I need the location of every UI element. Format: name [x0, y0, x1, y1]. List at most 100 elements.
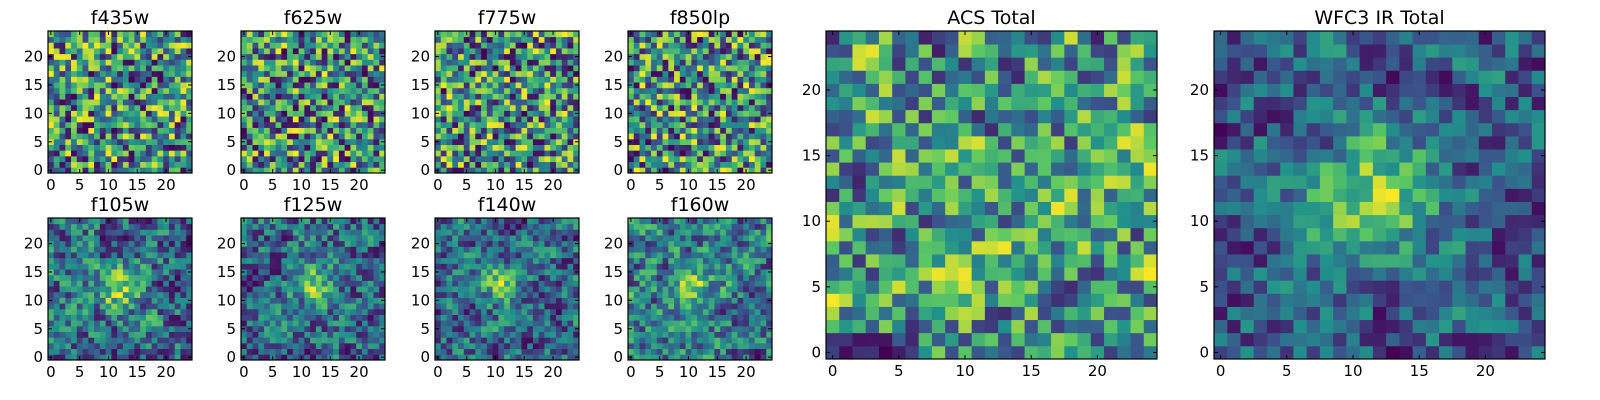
heatmap-cell [504, 331, 511, 338]
heatmap-cell [304, 99, 311, 106]
heatmap-cell [446, 280, 453, 287]
heatmap-cell [367, 280, 374, 287]
heatmap-cell [105, 274, 112, 281]
heatmap-cell [356, 42, 363, 49]
heatmap-cell [498, 354, 505, 361]
heatmap-cell [697, 87, 704, 94]
heatmap-cell [538, 325, 545, 332]
heatmap-cell [720, 354, 727, 361]
heatmap-cell [714, 297, 721, 304]
heatmap-cell [486, 252, 493, 259]
heatmap-cell [53, 257, 60, 264]
heatmap-cell [105, 263, 112, 270]
heatmap-cell [71, 229, 78, 236]
heatmap-cell [168, 246, 176, 253]
heatmap-cell [446, 36, 453, 43]
heatmap-cell [628, 331, 635, 338]
heatmap-cell [645, 48, 652, 55]
heatmap-cell [697, 161, 704, 168]
heatmap-cell [111, 138, 118, 145]
heatmap-cell [82, 138, 89, 145]
heatmap-cell [59, 263, 66, 270]
heatmap-cell [748, 331, 756, 338]
heatmap-cell [458, 291, 465, 298]
heatmap-cell [174, 354, 181, 361]
heatmap-cell [111, 155, 118, 163]
heatmap-cell [708, 291, 715, 298]
heatmap-cell [760, 87, 767, 94]
heatmap-cell [708, 303, 715, 310]
heatmap-cell [527, 138, 534, 145]
heatmap-cell [720, 155, 727, 163]
heatmap-cell [356, 223, 363, 230]
heatmap-cell [315, 229, 323, 236]
heatmap-cell [639, 297, 646, 304]
heatmap-cell [679, 314, 686, 321]
heatmap-cell [737, 104, 744, 111]
heatmap-cell [252, 325, 259, 332]
heatmap-cell [373, 167, 380, 174]
heatmap-cell [538, 36, 545, 43]
heatmap-cell [555, 337, 563, 344]
heatmap-cell [76, 235, 83, 242]
heatmap-cell [269, 93, 276, 100]
heatmap-cell [373, 229, 380, 236]
heatmap-cell [766, 65, 773, 72]
heatmap-cell [515, 303, 522, 310]
heatmap-cell [731, 93, 738, 100]
heatmap-cell [99, 235, 106, 242]
heatmap-cell [287, 127, 294, 134]
heatmap-cell [515, 82, 522, 89]
heatmap-cell [691, 42, 698, 49]
heatmap-cell [469, 42, 476, 49]
heatmap-cell [469, 133, 476, 140]
heatmap-cell [134, 155, 141, 163]
heatmap-cell [264, 82, 271, 89]
heatmap-cell [71, 87, 78, 94]
heatmap-cell [321, 252, 328, 259]
heatmap-cell [561, 257, 568, 264]
heatmap-cell [481, 348, 488, 355]
heatmap-cell [567, 150, 574, 157]
heatmap-cell [725, 286, 733, 293]
heatmap-cell [310, 291, 317, 298]
heatmap-cell [275, 70, 282, 77]
heatmap-cell [65, 218, 72, 225]
heatmap-cell [651, 274, 658, 281]
heatmap-cell [754, 144, 761, 151]
heatmap-cell [737, 144, 744, 151]
heatmap-cell [327, 342, 334, 350]
heatmap-cell [252, 257, 259, 264]
heatmap-cell [550, 70, 557, 77]
heatmap-cell [350, 218, 357, 225]
heatmap-cell [550, 155, 557, 163]
heatmap-cell [140, 48, 147, 55]
heatmap-cell [628, 48, 635, 55]
heatmap-cell [264, 229, 271, 236]
heatmap-cell [555, 218, 563, 225]
heatmap-cell [264, 167, 271, 174]
heatmap-cell [662, 161, 669, 168]
heatmap-cell [163, 274, 170, 281]
heatmap-cell [145, 325, 153, 332]
heatmap-cell [509, 252, 517, 259]
heatmap-cell [544, 59, 551, 66]
heatmap-cell [76, 263, 83, 270]
heatmap-cell [708, 286, 715, 293]
heatmap-cell [645, 161, 652, 168]
heatmap-cell [498, 257, 505, 264]
heatmap-cell [754, 155, 761, 163]
heatmap-cell [521, 320, 528, 327]
heatmap-cell [573, 48, 580, 55]
heatmap-cell [628, 291, 635, 298]
heatmap-cell [743, 297, 750, 304]
heatmap-cell [65, 229, 72, 236]
heatmap-cell [356, 70, 363, 77]
heatmap-cell [628, 59, 635, 66]
heatmap-cell [94, 269, 101, 276]
heatmap-cell [88, 291, 95, 298]
heatmap-cell [180, 167, 187, 174]
heatmap-cell [304, 76, 311, 83]
heatmap-cell [458, 342, 465, 350]
heatmap-cell [338, 99, 346, 106]
